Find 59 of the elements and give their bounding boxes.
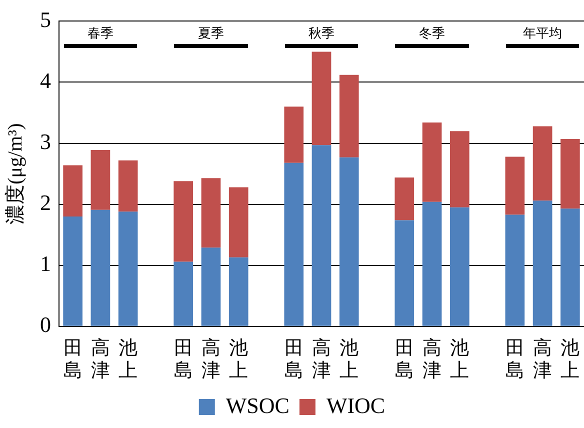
bar bbox=[560, 208, 580, 326]
annotation: 夏季 bbox=[198, 26, 224, 42]
bar bbox=[63, 216, 82, 326]
y-tick-label: 4 bbox=[40, 68, 51, 94]
annotation: 冬季 bbox=[419, 26, 446, 42]
x-tick-label: 田島 bbox=[63, 338, 82, 382]
x-tick-label: 池上 bbox=[450, 338, 470, 382]
bar bbox=[505, 156, 525, 215]
bar bbox=[505, 214, 525, 326]
bar bbox=[312, 145, 332, 326]
bar bbox=[450, 207, 470, 326]
x-tick-label: 田島 bbox=[505, 338, 524, 382]
annotation: 秋季 bbox=[308, 26, 334, 42]
annotation: 春季 bbox=[87, 26, 114, 42]
y-axis-title: 濃度(μg/m³) bbox=[4, 123, 26, 224]
bar bbox=[201, 248, 221, 326]
bar bbox=[339, 74, 359, 158]
bar bbox=[201, 178, 221, 248]
y-tick-label: 3 bbox=[40, 129, 51, 154]
y-tick-label: 1 bbox=[40, 251, 51, 276]
bar bbox=[450, 131, 470, 208]
bar bbox=[560, 139, 580, 209]
bar bbox=[394, 220, 414, 326]
bar bbox=[532, 200, 552, 326]
y-tick-label: 0 bbox=[40, 312, 51, 338]
x-tick-label: 田島 bbox=[174, 338, 193, 382]
x-tick-label: 田島 bbox=[394, 338, 414, 382]
x-tick-label: 高津 bbox=[422, 336, 442, 382]
bar bbox=[394, 177, 414, 220]
x-tick-label: 高津 bbox=[533, 336, 552, 382]
bar bbox=[228, 257, 248, 326]
bar bbox=[90, 150, 110, 210]
x-tick-label: 高津 bbox=[201, 336, 220, 382]
x-tick-label: 池上 bbox=[118, 338, 138, 382]
bar bbox=[118, 212, 138, 326]
x-tick-label: 池上 bbox=[340, 338, 359, 382]
x-tick-label: 高津 bbox=[90, 336, 110, 382]
bar bbox=[532, 126, 552, 201]
annotation: 年平均 bbox=[523, 26, 562, 42]
bar bbox=[174, 181, 194, 262]
bar bbox=[284, 106, 304, 163]
legend-label: WSOC bbox=[226, 392, 290, 418]
bar bbox=[228, 187, 248, 258]
bar bbox=[118, 160, 138, 212]
y-tick-label: 5 bbox=[40, 6, 51, 32]
bar bbox=[284, 162, 304, 326]
x-tick-label: 池上 bbox=[560, 338, 580, 382]
bar bbox=[422, 122, 442, 202]
bar bbox=[90, 210, 110, 326]
x-tick-label: 田島 bbox=[284, 338, 304, 382]
bar bbox=[63, 165, 82, 217]
x-tick-label: 高津 bbox=[312, 336, 331, 382]
legend-label: WIOC bbox=[326, 392, 386, 418]
bar bbox=[422, 202, 442, 326]
x-tick-label: 池上 bbox=[229, 338, 248, 382]
bar bbox=[312, 52, 332, 146]
bar bbox=[174, 262, 194, 326]
bar bbox=[339, 157, 359, 326]
y-tick-label: 2 bbox=[40, 190, 51, 216]
